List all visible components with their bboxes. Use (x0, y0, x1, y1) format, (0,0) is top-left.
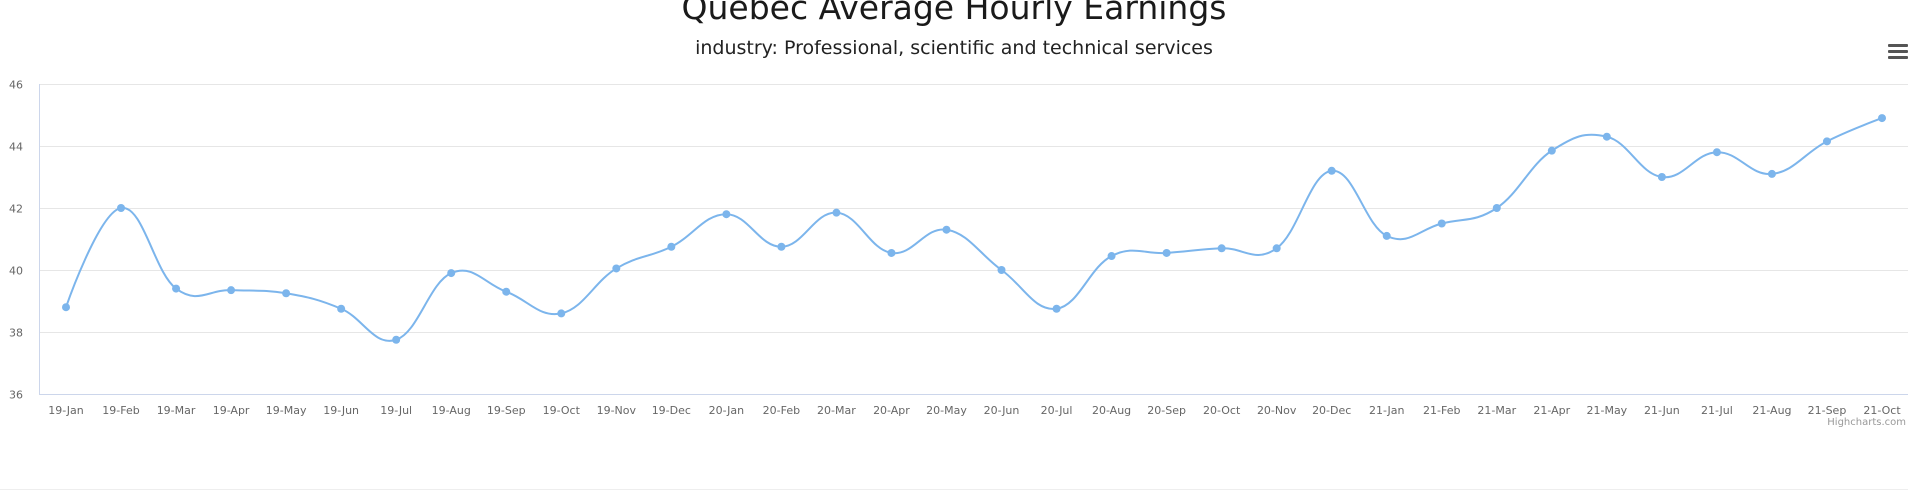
chart-title: Quebec Average Hourly Earnings (681, 0, 1227, 27)
x-tick-label: 19-Mar (157, 404, 196, 417)
data-point[interactable]: 19-Feb: 42 (117, 204, 126, 212)
series-line (65, 117, 1883, 342)
x-tick-label: 19-Jan (48, 404, 84, 417)
x-tick-label: 20-Oct (1203, 404, 1241, 417)
x-tick-label: 20-May (926, 404, 967, 417)
data-point[interactable]: 21-Jul: 43.8 (1712, 148, 1721, 157)
x-tick-label: 19-Aug (432, 404, 471, 417)
x-tick-label: 19-Nov (597, 404, 637, 417)
data-point[interactable]: 21-Feb: 41.5 (1437, 219, 1446, 228)
y-tick-label: 42 (9, 203, 23, 216)
data-point[interactable]: 20-Jun: 40 (997, 266, 1006, 274)
data-point[interactable]: 20-Aug: 40.45 (1107, 252, 1116, 261)
y-tick-label: 38 (9, 327, 23, 340)
y-tick-label: 40 (9, 265, 23, 278)
data-point[interactable]: 20-Apr: 40.55 (887, 248, 896, 257)
x-tick-label: 21-Apr (1533, 404, 1570, 417)
data-point[interactable]: 21-Sep: 44.15 (1822, 137, 1831, 146)
data-point[interactable]: 19-Jun: 38.75 (337, 304, 346, 313)
data-point[interactable]: 19-Apr: 39.35 (227, 286, 236, 295)
x-tick-label: 20-Apr (873, 404, 910, 417)
data-point[interactable]: 19-Aug: 39.9 (447, 269, 456, 278)
x-tick-label: 21-Jun (1644, 404, 1680, 417)
data-point[interactable]: 21-May: 44.3 (1602, 132, 1611, 141)
data-point[interactable]: 20-Mar: 41.85 (832, 208, 841, 217)
x-tick-label: 19-Feb (102, 404, 139, 417)
x-tick-label: 21-Mar (1477, 404, 1516, 417)
y-tick-label: 36 (9, 389, 23, 402)
data-point[interactable]: 20-Nov: 40.7 (1272, 244, 1281, 253)
y-tick-label: 46 (9, 79, 23, 92)
x-tick-label: 19-Jun (323, 404, 359, 417)
data-point[interactable]: 20-Sep: 40.55 (1162, 248, 1171, 257)
data-point[interactable]: 19-Mar: 39.4 (172, 284, 181, 293)
x-tick-label: 20-Dec (1312, 404, 1351, 417)
x-tick-label: 21-Feb (1423, 404, 1460, 417)
y-axis: 36 38 40 42 44 46 (9, 79, 40, 402)
y-tick-label: 44 (9, 141, 23, 154)
x-tick-label: 19-May (266, 404, 307, 417)
x-tick-label: 21-Sep (1808, 404, 1847, 417)
data-point[interactable]: 21-Oct: 44.9 (1878, 114, 1886, 123)
x-tick-label: 21-Oct (1863, 404, 1901, 417)
data-point[interactable]: 21-Mar: 42 (1492, 204, 1501, 212)
credits-link[interactable]: Highcharts.com (1827, 417, 1906, 428)
x-tick-label: 19-Apr (213, 404, 250, 417)
chart-subtitle: industry: Professional, scientific and t… (695, 37, 1213, 59)
data-point[interactable]: 20-Oct: 40.7 (1217, 244, 1226, 253)
data-point[interactable]: 20-Dec: 43.2 (1327, 166, 1336, 175)
x-tick-label: 20-Jul (1041, 404, 1073, 417)
x-tick-label: 20-Jan (709, 404, 745, 417)
data-point[interactable]: 19-May: 39.25 (282, 289, 291, 298)
x-tick-label: 19-Sep (487, 404, 526, 417)
data-point[interactable]: 19-Jul: 37.75 (392, 335, 401, 344)
data-point[interactable]: 20-Jul: 38.75 (1052, 304, 1061, 313)
x-tick-label: 21-Jan (1369, 404, 1405, 417)
data-point[interactable]: 19-Dec: 40.75 (667, 242, 676, 251)
x-tick-label: 19-Dec (652, 404, 691, 417)
series: 19-Jan: 38.8 19-Feb: 42 19-Mar: 39.4 19-Apr… (62, 114, 1886, 344)
x-tick-label: 21-Jul (1701, 404, 1733, 417)
data-point[interactable]: 19-Sep: 39.3 (502, 287, 511, 296)
x-tick-label: 20-Jun (984, 404, 1020, 417)
data-point[interactable]: 19-Oct: 38.6 (557, 309, 566, 318)
data-point[interactable]: 19-Jan: 38.8 (62, 303, 70, 312)
x-tick-label: 20-Aug (1092, 404, 1131, 417)
x-tick-label: 20-Feb (763, 404, 800, 417)
data-point[interactable]: 21-Jun: 43 (1657, 173, 1666, 181)
x-tick-label: 20-Sep (1147, 404, 1186, 417)
data-point[interactable]: 21-Apr: 43.85 (1547, 146, 1556, 155)
x-tick-label: 20-Mar (817, 404, 856, 417)
x-tick-label: 20-Nov (1257, 404, 1297, 417)
data-point[interactable]: 21-Jan: 41.1 (1382, 231, 1391, 240)
data-point[interactable]: 20-Jan: 41.8 (722, 210, 731, 219)
bottom-divider (0, 489, 1908, 490)
grid-lines (39, 84, 1908, 395)
x-tick-label: 21-Aug (1752, 404, 1791, 417)
x-tick-label: 19-Oct (543, 404, 581, 417)
x-tick-label: 21-May (1586, 404, 1627, 417)
data-point[interactable]: 20-May: 41.3 (942, 225, 951, 234)
x-tick-label: 19-Jul (380, 404, 412, 417)
data-point[interactable]: 21-Aug: 43.1 (1767, 169, 1776, 178)
data-point[interactable]: 20-Feb: 40.75 (777, 242, 786, 251)
x-axis: 19-Jan 19-Feb 19-Mar 19-Apr 19-May 19-Jun 19-J… (48, 404, 1901, 417)
context-menu-icon[interactable] (1888, 44, 1908, 62)
data-point[interactable]: 19-Nov: 40.05 (612, 264, 621, 273)
